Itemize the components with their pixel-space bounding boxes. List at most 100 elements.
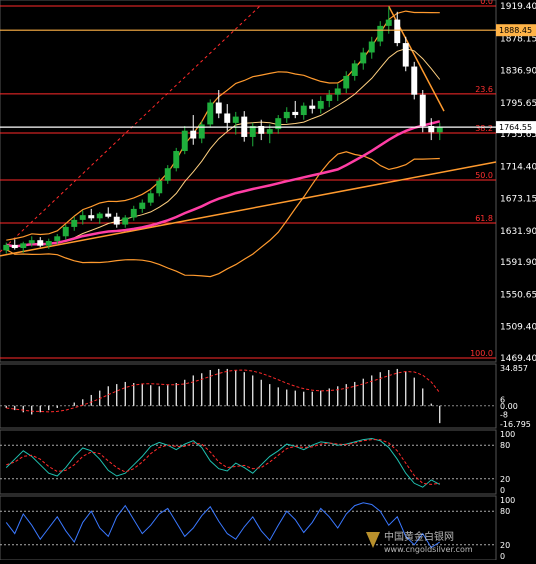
stoch-tick-0: 100 [500,430,515,439]
candle-body-32 [275,118,282,130]
watermark-url: www.cngoldsilver.com [384,545,473,554]
fib-label-3: 50.0 [475,171,493,180]
candle-body-12 [105,213,112,217]
stoch-tick-2: 20 [500,475,510,484]
rsi-tick-0: 100 [500,496,515,505]
price-tick-10: 1509.40 [500,323,536,333]
osc-tick-3: -8 [500,410,508,419]
rsi-panel [0,495,497,561]
bollinger-lower [6,151,440,278]
bollinger-upper [6,10,440,241]
price-tick-8: 1591.90 [500,258,536,268]
bollinger-bands [6,10,441,278]
stoch-tick-1: 80 [500,441,510,450]
candle-body-41 [351,63,358,76]
candle-body-45 [385,19,392,26]
stoch-d-line [6,439,440,485]
candle-body-49 [419,94,426,126]
candle-body-16 [139,202,146,209]
watermark-logo-icon [366,532,380,548]
highlight-tag-bg-1 [496,121,536,134]
price-tick-11: 1469.40 [500,354,536,364]
candle-body-24 [207,102,214,125]
candle-body-48 [411,66,418,95]
osc-tick-1: 6 [500,395,505,404]
candle-body-44 [377,25,384,42]
stoch-tick-3: 0 [500,486,505,495]
osc-tick-0: 34.857 [500,364,528,373]
candle-body-35 [300,105,307,116]
candle-body-8 [71,219,78,227]
candle-body-51 [436,127,443,133]
candle-body-37 [317,100,324,109]
candle-body-15 [130,208,137,218]
price-tick-1: 1878.15 [500,34,536,44]
price-axis: 1919.40 1878.15 1836.90 1795.65 1755.65 1714.… [0,2,536,364]
stochastic-lines: 100 80 20 0 [0,430,515,495]
price-panel [0,0,497,363]
candle-body-17 [147,193,154,203]
candle-body-18 [156,180,163,194]
price-tick-5: 1714.40 [500,162,536,172]
price-tick-2: 1836.90 [500,67,536,77]
candle-body-3 [28,240,35,244]
candle-body-10 [88,215,95,219]
candle-body-6 [54,236,61,241]
candle-body-22 [190,130,197,139]
candle-body-33 [283,111,290,119]
candle-body-9 [79,215,86,220]
candle-body-39 [334,88,341,95]
price-tick-7: 1631.90 [500,227,536,237]
rsi-tick-2: 20 [500,541,510,550]
price-tick-3: 1795.65 [500,99,536,109]
stoch-k-line [5,437,440,488]
highlight-tag-bg-0 [496,24,536,37]
candle-body-25 [215,102,222,114]
rsi-tick-3: 0 [500,552,505,560]
candle-body-40 [343,75,350,89]
highlight-tag-1: 1764.55 [499,123,532,132]
candle-body-26 [224,113,231,123]
fib-label-1: 23.6 [475,85,493,94]
candle-body-19 [164,168,171,181]
candle-body-50 [428,125,435,133]
price-tick-4: 1755.65 [500,130,536,140]
support-trendline [0,161,497,257]
osc-signal-line [6,369,441,413]
osc-tick-4: -16.795 [500,420,531,429]
rsi-line: 100 80 20 0 [0,496,515,561]
fib-label-2: 38.2 [475,124,493,133]
candle-body-2 [20,243,27,249]
candle-body-23 [198,124,205,139]
watermark: 中国黄金白银网 www.cngoldsilver.com [366,530,473,554]
candle-body-14 [122,217,129,225]
fib-label-0: 0.0 [480,0,493,6]
candle-body-30 [258,125,265,134]
candle-body-21 [181,130,188,152]
candle-body-0 [3,244,10,251]
price-tick-6: 1673.15 [500,195,536,205]
candle-body-46 [394,19,401,44]
price-tick-9: 1550.65 [500,290,536,300]
candle-body-13 [113,216,120,225]
candle-body-34 [292,111,299,116]
ma-fast [6,48,441,248]
watermark-text: 中国黄金白银网 [384,530,454,543]
osc-tick-2: 0.00 [500,402,518,411]
stochastic-panel [0,429,497,495]
candle-body-27 [232,116,239,123]
highlight-tag-0: 1888.45 [499,26,532,35]
candle-body-31 [266,129,273,134]
ma-slow [6,120,441,248]
rsi-tick-1: 80 [500,507,510,516]
candle-body-20 [173,151,180,169]
fib-label-4: 61.8 [475,214,493,223]
candle-body-42 [360,52,367,64]
candle-body-11 [96,213,103,219]
candle-body-7 [62,226,69,237]
rsi-line-path [5,502,441,549]
candle-body-47 [402,43,409,67]
price-tick-0: 1919.40 [500,2,536,12]
candle-body-29 [249,125,256,137]
